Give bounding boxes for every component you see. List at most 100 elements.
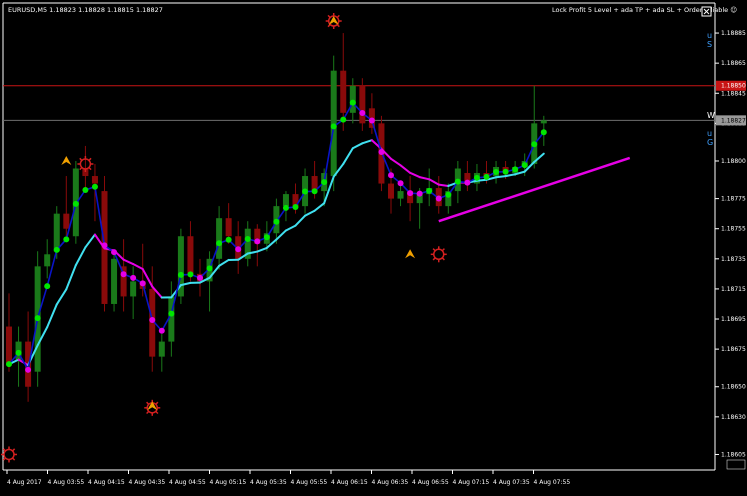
time-tick-label: 4 Aug 04:15 (88, 479, 125, 486)
sell-star-icon (1, 446, 17, 463)
scroll-right-button[interactable] (726, 459, 746, 470)
up-dot (454, 178, 461, 185)
candle (216, 206, 223, 270)
time-tick-label: 4 Aug 04:35 (129, 479, 166, 486)
up-dot (53, 246, 60, 253)
slow-ma-segment (428, 178, 440, 186)
slow-ma-segment (437, 183, 450, 187)
up-dot (63, 236, 70, 243)
buy-arrow-icon (405, 249, 416, 259)
candle (244, 221, 251, 267)
price-tick-label: 1.18845 (721, 90, 746, 97)
up-dot (321, 179, 328, 186)
up-dot (216, 240, 223, 247)
up-dot (82, 186, 89, 193)
slow-ma-segment (533, 152, 545, 163)
slow-ma-segment (313, 202, 326, 212)
candle-body (340, 70, 347, 113)
time-tick-label: 4 Aug 04:55 (169, 479, 206, 486)
down-dot (397, 180, 404, 187)
time-tick-label: 4 Aug 06:15 (331, 479, 368, 486)
up-dot (473, 174, 480, 181)
down-dot (464, 179, 471, 186)
candle (91, 163, 98, 222)
up-dot (349, 99, 356, 106)
signal-ray (88, 157, 92, 161)
candle-body (244, 228, 251, 259)
down-dot (416, 190, 423, 197)
up-dot (521, 162, 528, 169)
slow-ma-segment (74, 246, 87, 267)
candle (63, 176, 70, 237)
down-dot (130, 274, 137, 281)
candle (177, 228, 184, 304)
price-tick-label: 1.18775 (721, 196, 746, 203)
slow-ma-segment (523, 160, 536, 173)
signal-ray (2, 448, 6, 452)
price-tick-label: 1.18695 (721, 316, 746, 323)
candle-body (330, 70, 337, 177)
candle-body (187, 236, 194, 274)
up-dot (206, 265, 213, 272)
price-tick-label: 1.18865 (721, 60, 746, 67)
price-axis: 1.188851.188651.188451.188251.188001.187… (715, 30, 746, 458)
slow-ma-segment (36, 326, 49, 347)
candle (44, 239, 51, 279)
slow-ma-segment (361, 139, 373, 145)
slow-ma-segment (179, 281, 192, 287)
candle-body (388, 183, 394, 199)
price-tick-label: 1.18630 (721, 414, 746, 421)
up-dot (340, 116, 347, 123)
up-dot (282, 204, 289, 211)
sell-star-icon (430, 246, 447, 263)
time-tick-label: 4 Aug 07:15 (453, 479, 490, 486)
buy-arrow-icon (328, 16, 339, 26)
up-dot (512, 166, 519, 173)
slow-ma-segment (304, 209, 316, 217)
signal-ray (12, 457, 16, 461)
slow-ma-segment (141, 268, 154, 288)
candle (158, 334, 165, 372)
up-dot (483, 173, 490, 180)
signal-ray (155, 401, 159, 405)
candle-body (540, 120, 547, 124)
up-dot (15, 349, 22, 356)
signal-ray (155, 410, 159, 415)
up-dot (273, 218, 280, 225)
candle (359, 78, 366, 131)
candle (464, 160, 471, 192)
down-dot (359, 110, 366, 117)
candle-body (445, 191, 452, 207)
candle (397, 183, 404, 207)
slow-ma-segment (246, 250, 259, 255)
signal-ray (327, 14, 331, 19)
candle-body (216, 218, 223, 259)
candle-body (225, 218, 232, 237)
candle-body (177, 236, 184, 297)
candle-body (63, 213, 70, 229)
down-dot (111, 249, 118, 256)
time-tick-label: 4 Aug 06:35 (372, 479, 409, 486)
price-tick-label: 1.18605 (721, 451, 746, 458)
up-dot (187, 271, 194, 278)
slow-ma-segment (323, 175, 335, 205)
down-dot (120, 271, 127, 278)
sell-star-icon (77, 155, 94, 172)
down-dot (149, 317, 156, 324)
slow-ma-segment (46, 303, 58, 329)
time-tick-label: 4 Aug 06:55 (412, 479, 449, 486)
slow-ma-segment (151, 285, 163, 299)
up-dot (6, 361, 12, 368)
down-dot (25, 366, 32, 373)
down-dot (235, 246, 242, 253)
up-dot (302, 188, 309, 195)
candle (111, 251, 118, 312)
signal-ray (79, 157, 83, 161)
slow-ma-segment (342, 147, 354, 165)
slow-ma-segment (409, 171, 421, 179)
indicator-layer (6, 99, 631, 373)
close-button[interactable] (701, 6, 712, 17)
up-dot (263, 234, 270, 241)
down-dot (197, 274, 203, 281)
